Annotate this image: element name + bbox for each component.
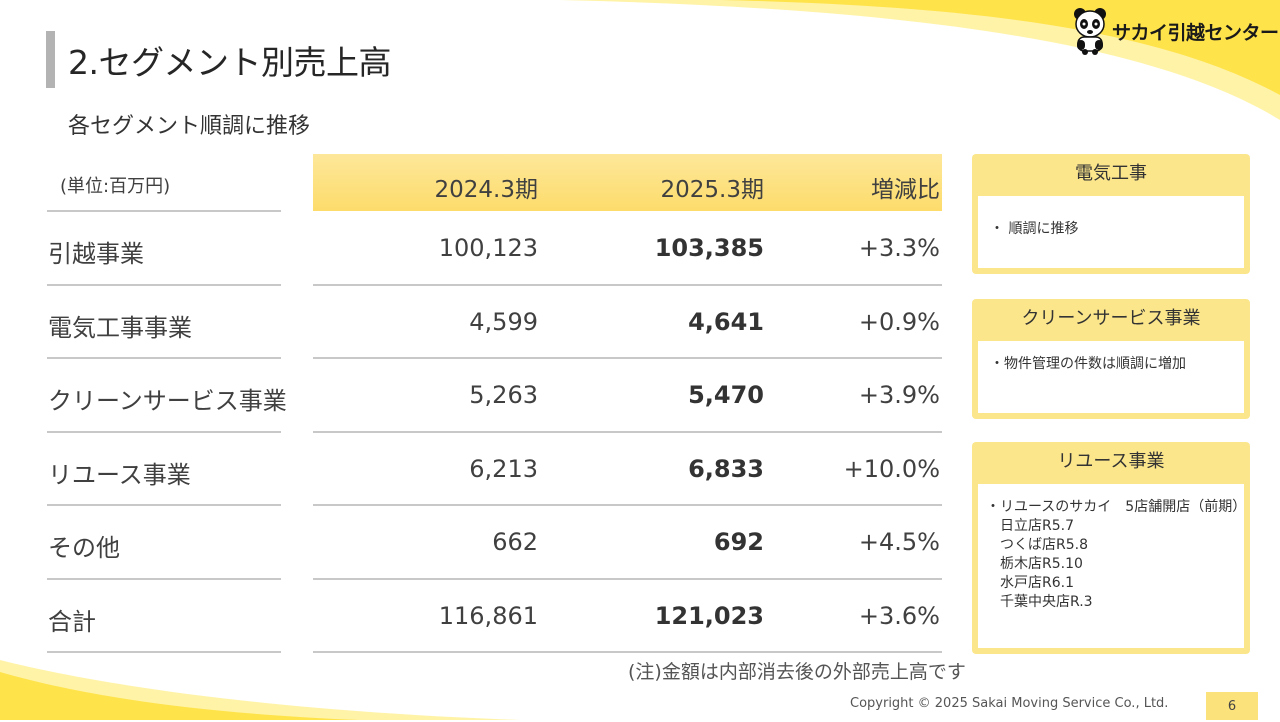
row-divider bbox=[47, 504, 281, 506]
row-label: 引越事業 bbox=[48, 240, 144, 268]
company-logo: サカイ引越センター bbox=[1072, 6, 1279, 56]
row-divider bbox=[47, 651, 281, 653]
row-divider bbox=[313, 431, 942, 433]
cell-curr: 692 bbox=[713, 528, 764, 556]
cell-change: +3.9% bbox=[858, 381, 940, 409]
cell-curr: 6,833 bbox=[688, 455, 764, 483]
row-divider bbox=[47, 431, 281, 433]
side-box-electrical: 電気工事 ・ 順調に推移 bbox=[972, 154, 1250, 274]
row-divider bbox=[313, 651, 942, 653]
page-subtitle: 各セグメント順調に推移 bbox=[68, 114, 311, 139]
cell-prev: 6,213 bbox=[469, 455, 538, 483]
cell-prev: 662 bbox=[492, 528, 538, 556]
unit-label: (単位:百万円) bbox=[60, 176, 171, 197]
cell-curr: 4,641 bbox=[688, 308, 764, 336]
row-divider bbox=[47, 578, 281, 580]
row-divider bbox=[47, 284, 281, 286]
page-number: 6 bbox=[1206, 692, 1258, 720]
copyright-text: Copyright © 2025 Sakai Moving Service Co… bbox=[850, 696, 1169, 711]
page-title: 2.セグメント別売上高 bbox=[68, 43, 392, 82]
row-label: 電気工事事業 bbox=[48, 314, 192, 342]
side-box-reuse: リユース事業 ・リユースのサカイ 5店舗開店（前期） 日立店R5.7 つくば店R… bbox=[972, 442, 1250, 654]
side-box-text: ・物件管理の件数は順調に増加 bbox=[990, 356, 1186, 372]
cell-curr: 121,023 bbox=[654, 602, 764, 630]
side-box-title: リユース事業 bbox=[1057, 451, 1165, 472]
panda-icon bbox=[1074, 8, 1106, 55]
logo-text: サカイ引越センター bbox=[1112, 22, 1279, 44]
cell-change: +4.5% bbox=[858, 528, 940, 556]
cell-change: +3.3% bbox=[858, 234, 940, 262]
side-box-clean-service: クリーンサービス事業 ・物件管理の件数は順調に増加 bbox=[972, 299, 1250, 419]
header-curr-year: 2025.3期 bbox=[660, 177, 764, 203]
row-divider bbox=[313, 284, 942, 286]
side-box-title: クリーンサービス事業 bbox=[1021, 308, 1201, 329]
row-divider bbox=[313, 578, 942, 580]
cell-prev: 5,263 bbox=[469, 381, 538, 409]
side-box-text: ・リユースのサカイ 5店舗開店（前期） 日立店R5.7 つくば店R5.8 栃木店… bbox=[986, 499, 1247, 610]
row-label: クリーンサービス事業 bbox=[48, 387, 287, 415]
table-footnote: (注)金額は内部消去後の外部売上高です bbox=[628, 661, 966, 683]
row-divider bbox=[47, 210, 281, 212]
cell-change: +10.0% bbox=[843, 455, 940, 483]
cell-change: +0.9% bbox=[858, 308, 940, 336]
cell-prev: 4,599 bbox=[469, 308, 538, 336]
row-divider bbox=[313, 357, 942, 359]
title-accent-bar bbox=[46, 31, 55, 88]
cell-prev: 116,861 bbox=[438, 602, 538, 630]
header-prev-year: 2024.3期 bbox=[434, 177, 538, 203]
side-box-title: 電気工事 bbox=[1075, 163, 1147, 184]
row-divider bbox=[313, 504, 942, 506]
cell-curr: 5,470 bbox=[688, 381, 764, 409]
row-label: 合計 bbox=[48, 608, 96, 636]
side-box-text: ・ 順調に推移 bbox=[990, 221, 1079, 237]
row-label: リユース事業 bbox=[48, 461, 191, 489]
row-divider bbox=[47, 357, 281, 359]
row-label: その他 bbox=[48, 534, 120, 562]
cell-prev: 100,123 bbox=[438, 234, 538, 262]
header-change: 増減比 bbox=[871, 177, 940, 203]
table-header-band bbox=[313, 154, 942, 211]
cell-change: +3.6% bbox=[858, 602, 940, 630]
cell-curr: 103,385 bbox=[654, 234, 764, 262]
